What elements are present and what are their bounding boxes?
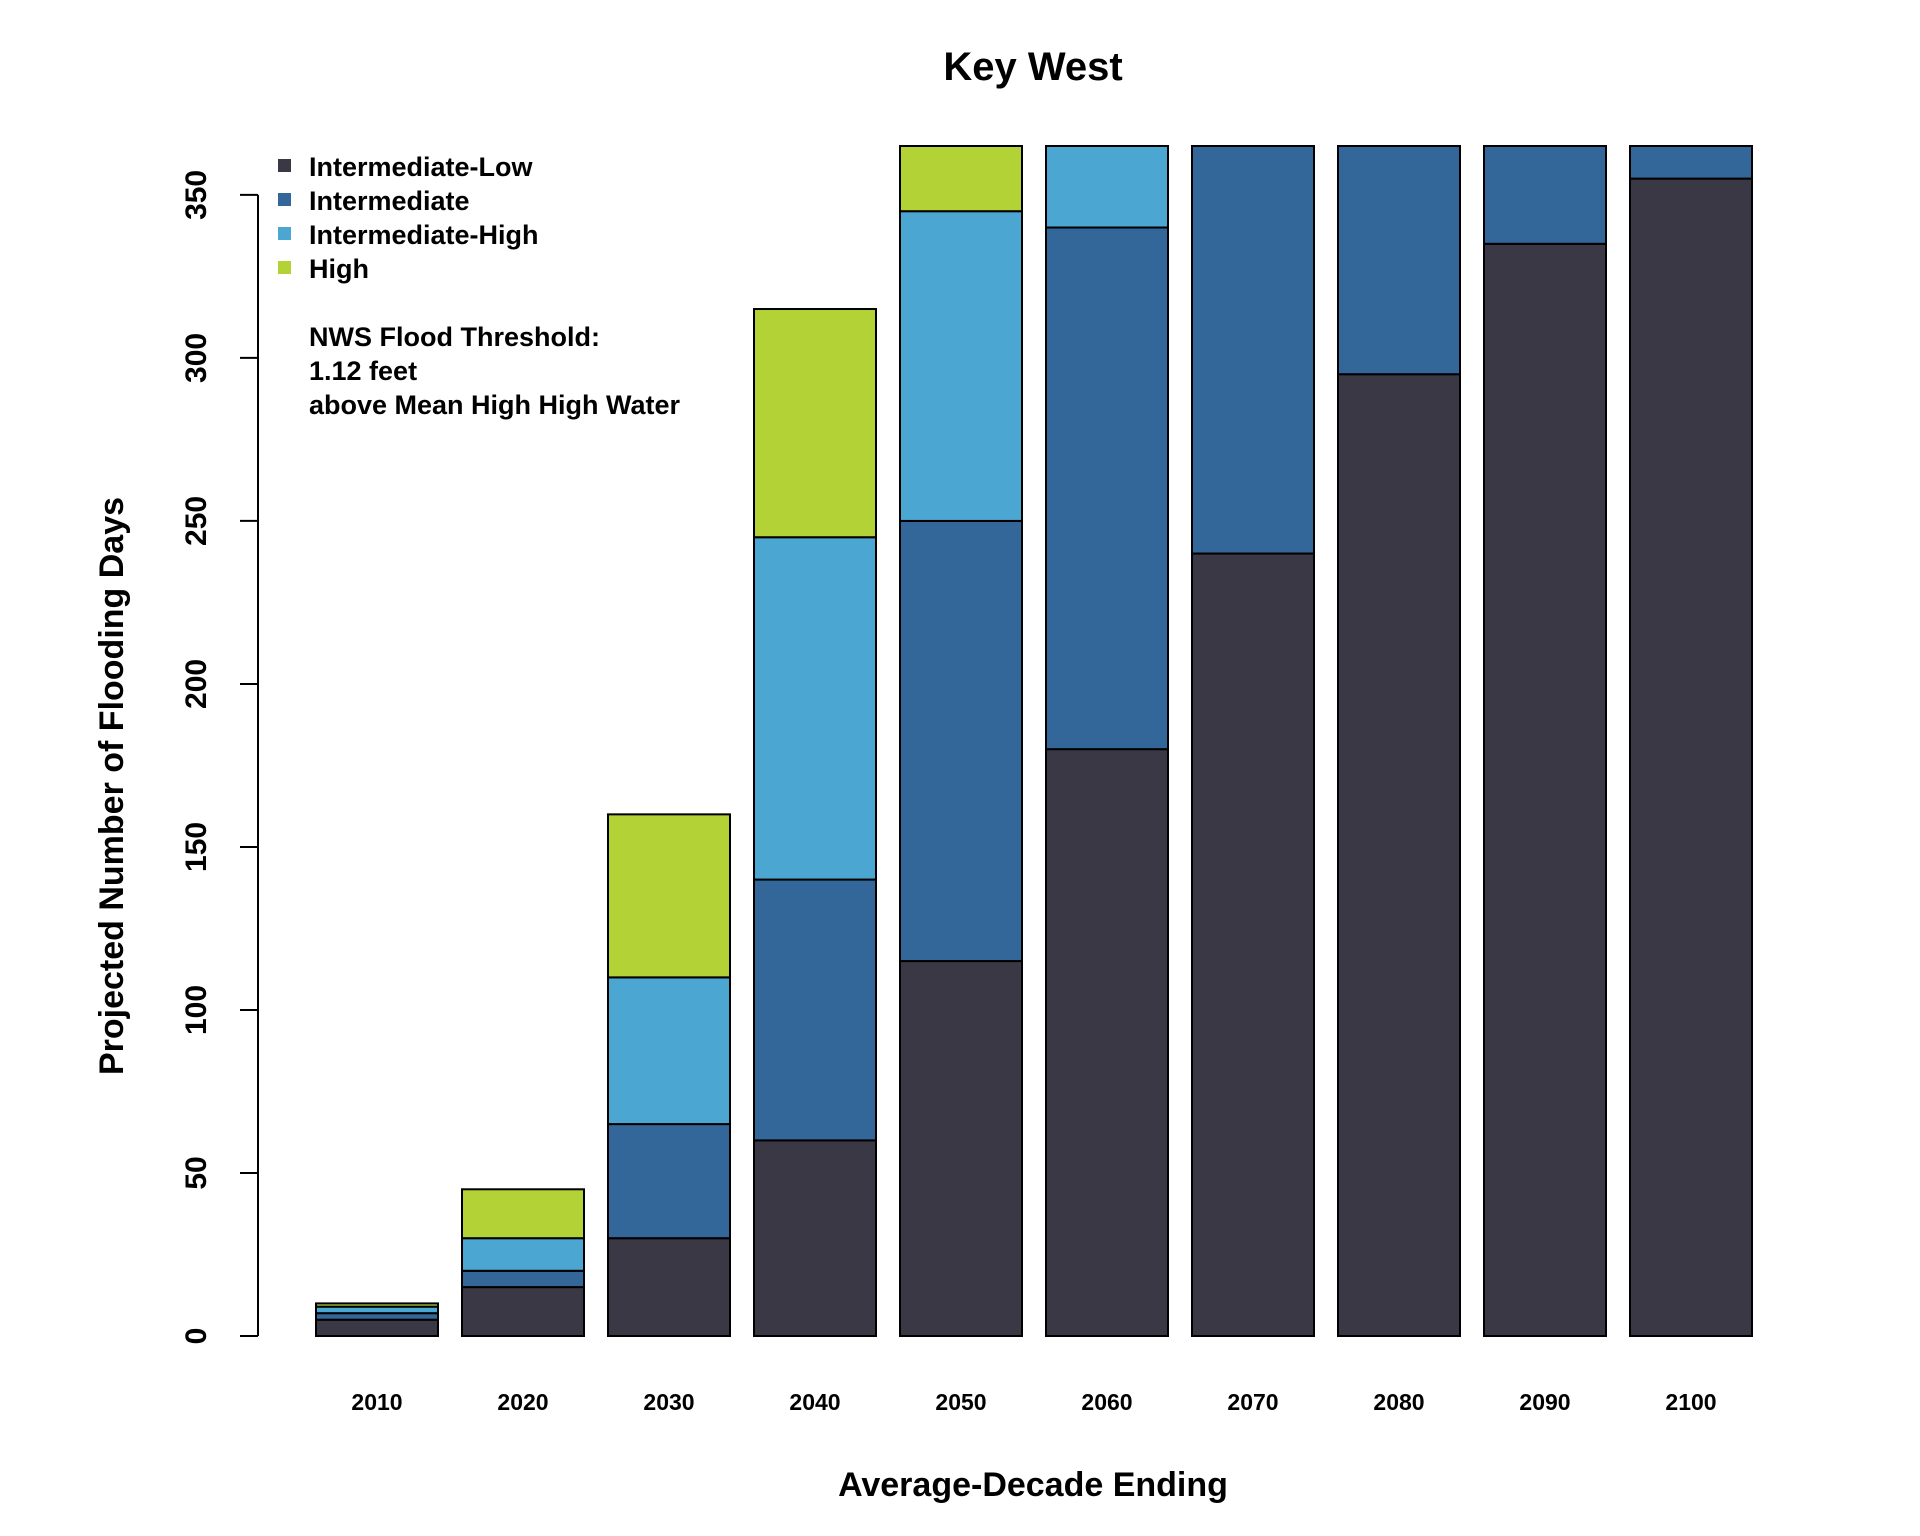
x-tick-label: 2060 — [1081, 1389, 1132, 1415]
bar-segment — [899, 210, 1023, 522]
x-tick-label: 2010 — [351, 1389, 402, 1415]
bar-segment — [1629, 145, 1753, 180]
x-tick-label: 2050 — [935, 1389, 986, 1415]
x-tick-label: 2100 — [1665, 1389, 1716, 1415]
bar-segment — [753, 308, 877, 539]
bar-segment — [607, 813, 731, 979]
bar-segment — [753, 1139, 877, 1337]
bar-segment — [461, 1269, 585, 1289]
bar-segment — [315, 1318, 439, 1337]
x-axis-label: Average-Decade Ending — [838, 1466, 1228, 1504]
legend-label: High — [309, 254, 369, 284]
note-line-3: above Mean High High Water — [309, 390, 681, 420]
bar-segment — [315, 1302, 439, 1308]
legend-label: Intermediate-High — [309, 220, 539, 250]
bar-segment — [607, 1237, 731, 1337]
bar-segment — [1191, 552, 1315, 1337]
y-tick-label: 200 — [180, 659, 213, 709]
y-tick-label: 50 — [180, 1156, 213, 1189]
y-axis-label: Projected Number of Flooding Days — [93, 497, 131, 1075]
bar-segment — [1191, 145, 1315, 555]
note-line-2: 1.12 feet — [309, 356, 417, 386]
y-tick-label: 150 — [180, 822, 213, 872]
bar-segment — [607, 1123, 731, 1240]
bar-segment — [461, 1188, 585, 1240]
bar-segment — [1337, 145, 1461, 376]
legend-swatch — [278, 159, 291, 172]
legend-label: Intermediate — [309, 186, 470, 216]
y-tick-label: 350 — [180, 170, 213, 220]
bar-segment — [1045, 145, 1169, 229]
bars — [315, 145, 1753, 1338]
y-tick-label: 0 — [180, 1328, 213, 1345]
y-axis: 0 50 100 150 200 250 300 350 — [180, 170, 259, 1345]
bar-segment — [1483, 242, 1607, 1337]
y-tick-label: 300 — [180, 333, 213, 383]
legend-swatch — [278, 261, 291, 274]
x-tick-label: 2020 — [497, 1389, 548, 1415]
x-tick-label: 2070 — [1227, 1389, 1278, 1415]
x-tick-label: 2040 — [789, 1389, 840, 1415]
note-line-1: NWS Flood Threshold: — [309, 322, 600, 352]
y-tick-label: 250 — [180, 496, 213, 546]
bar-segment — [1045, 748, 1169, 1337]
bar-segment — [899, 145, 1023, 213]
legend-swatch — [278, 227, 291, 240]
bar-segment — [1483, 145, 1607, 245]
bar-segment — [1629, 177, 1753, 1337]
bar-segment — [753, 536, 877, 881]
legend: Intermediate-Low Intermediate Intermediate… — [278, 152, 539, 284]
bar-segment — [461, 1286, 585, 1338]
x-tick-label: 2090 — [1519, 1389, 1570, 1415]
x-axis-ticks: 2010 2020 2030 2040 2050 2060 2070 2080 2090 2100 — [351, 1389, 1716, 1415]
flood-threshold-note: NWS Flood Threshold: 1.12 feet above Mea… — [309, 322, 681, 420]
bar-segment — [461, 1237, 585, 1272]
y-tick-label: 100 — [180, 985, 213, 1035]
bar-segment — [899, 519, 1023, 963]
x-tick-label: 2030 — [643, 1389, 694, 1415]
legend-label: Intermediate-Low — [309, 152, 534, 182]
chart-title: Key West — [943, 45, 1122, 89]
bar-segment — [753, 878, 877, 1142]
bar-segment — [899, 960, 1023, 1337]
bar-segment — [1337, 373, 1461, 1337]
x-tick-label: 2080 — [1373, 1389, 1424, 1415]
bar-segment — [607, 976, 731, 1126]
legend-swatch — [278, 193, 291, 206]
bar-segment — [1045, 226, 1169, 751]
